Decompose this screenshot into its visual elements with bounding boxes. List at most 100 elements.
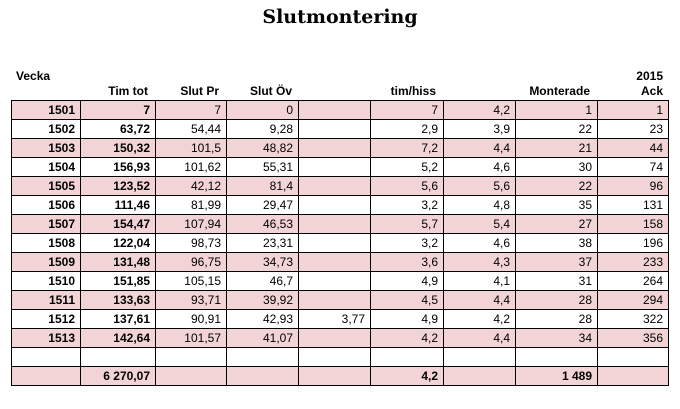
cell-slut-ov: 42,93	[226, 309, 299, 329]
table-row: 1509 131,48 96,75 34,73 3,6 4,3 37 233	[11, 252, 669, 272]
cell-c7: 4,6	[443, 233, 516, 253]
cell-slut-ov: 39,92	[226, 290, 299, 310]
blank-cell	[155, 347, 227, 367]
total-empty-cell	[226, 366, 299, 386]
cell-slut-pr: 107,94	[155, 214, 227, 234]
cell-slut-pr: 93,71	[155, 290, 227, 310]
cell-tim-tot: 111,46	[80, 195, 156, 215]
page-title: Slutmontering	[262, 6, 418, 28]
cell-tim-tot: 63,72	[80, 119, 156, 139]
cell-tim-tot: 142,64	[80, 328, 156, 348]
cell-slut-pr: 54,44	[155, 119, 227, 139]
cell-slut-ov: 41,07	[226, 328, 299, 348]
total-empty-cell	[443, 366, 516, 386]
cell-slut-ov: 46,7	[226, 271, 299, 291]
cell-c7: 3,9	[443, 119, 516, 139]
cell-slut-pr: 96,75	[155, 252, 227, 272]
cell-vecka: 1501	[11, 100, 81, 120]
total-empty-cell	[597, 366, 669, 386]
table-row: 1512 137,61 90,91 42,93 3,77 4,9 4,2 28 322	[11, 309, 669, 329]
cell-extra	[298, 271, 371, 291]
cell-tim-tot: 123,52	[80, 176, 156, 196]
cell-tim-hiss: 4,2	[370, 328, 444, 348]
cell-monterade: 28	[515, 290, 598, 310]
cell-monterade: 28	[515, 309, 598, 329]
cell-vecka: 1503	[11, 138, 81, 158]
cell-extra	[298, 119, 371, 139]
cell-ack: 233	[597, 252, 669, 272]
cell-tim-hiss: 2,9	[370, 119, 444, 139]
cell-ack: 74	[597, 157, 669, 177]
cell-slut-pr: 7	[155, 100, 227, 120]
cell-slut-pr: 101,62	[155, 157, 227, 177]
cell-c7: 5,6	[443, 176, 516, 196]
table-row: 1501 7 7 0 7 4,2 1 1	[11, 100, 669, 120]
cell-monterade: 22	[515, 176, 598, 196]
cell-slut-ov: 46,53	[226, 214, 299, 234]
cell-c7: 4,6	[443, 157, 516, 177]
blank-cell	[226, 347, 299, 367]
cell-extra: 3,77	[298, 309, 371, 329]
cell-vecka: 1510	[11, 271, 81, 291]
table-row: 1507 154,47 107,94 46,53 5,7 5,4 27 158	[11, 214, 669, 234]
total-tim-hiss: 4,2	[370, 366, 444, 386]
cell-ack: 158	[597, 214, 669, 234]
header-tim-tot: Tim tot	[108, 84, 148, 98]
table-row: 1508 122,04 98,73 23,31 3,2 4,6 38 196	[11, 233, 669, 253]
cell-slut-ov: 48,82	[226, 138, 299, 158]
cell-extra	[298, 157, 371, 177]
total-tim-tot: 6 270,07	[80, 366, 156, 386]
cell-vecka: 1504	[11, 157, 81, 177]
cell-slut-ov: 0	[226, 100, 299, 120]
cell-extra	[298, 214, 371, 234]
cell-ack: 294	[597, 290, 669, 310]
table-row: 1503 150,32 101,5 48,82 7,2 4,4 21 44	[11, 138, 669, 158]
cell-vecka: 1509	[11, 252, 81, 272]
cell-vecka: 1513	[11, 328, 81, 348]
cell-c7: 4,3	[443, 252, 516, 272]
cell-c7: 5,4	[443, 214, 516, 234]
cell-ack: 131	[597, 195, 669, 215]
blank-cell	[298, 347, 371, 367]
table-row: 1502 63,72 54,44 9,28 2,9 3,9 22 23	[11, 119, 669, 139]
cell-vecka: 1506	[11, 195, 81, 215]
cell-monterade: 1	[515, 100, 598, 120]
cell-monterade: 22	[515, 119, 598, 139]
cell-ack: 23	[597, 119, 669, 139]
cell-extra	[298, 233, 371, 253]
table-row: 1506 111,46 81,99 29,47 3,2 4,8 35 131	[11, 195, 669, 215]
cell-extra	[298, 195, 371, 215]
cell-tim-hiss: 4,9	[370, 309, 444, 329]
cell-tim-tot: 133,63	[80, 290, 156, 310]
blank-cell	[11, 347, 81, 367]
table-row: 1513 142,64 101,57 41,07 4,2 4,4 34 356	[11, 328, 669, 348]
cell-monterade: 37	[515, 252, 598, 272]
cell-tim-tot: 151,85	[80, 271, 156, 291]
cell-slut-pr: 105,15	[155, 271, 227, 291]
cell-tim-hiss: 4,9	[370, 271, 444, 291]
cell-tim-hiss: 7,2	[370, 138, 444, 158]
cell-tim-hiss: 3,2	[370, 233, 444, 253]
cell-c7: 4,2	[443, 100, 516, 120]
header-slut-pr: Slut Pr	[180, 84, 219, 98]
cell-slut-pr: 81,99	[155, 195, 227, 215]
cell-monterade: 35	[515, 195, 598, 215]
cell-slut-pr: 90,91	[155, 309, 227, 329]
table-row: 1504 156,93 101,62 55,31 5,2 4,6 30 74	[11, 157, 669, 177]
totals-row: 6 270,07 4,2 1 489	[11, 366, 669, 386]
cell-vecka: 1512	[11, 309, 81, 329]
cell-c7: 4,2	[443, 309, 516, 329]
cell-extra	[298, 176, 371, 196]
cell-tim-hiss: 5,6	[370, 176, 444, 196]
cell-c7: 4,4	[443, 138, 516, 158]
table-row: 1511 133,63 93,71 39,92 4,5 4,4 28 294	[11, 290, 669, 310]
cell-vecka: 1507	[11, 214, 81, 234]
cell-c7: 4,4	[443, 290, 516, 310]
blank-cell	[515, 347, 598, 367]
total-empty-cell	[298, 366, 371, 386]
cell-tim-hiss: 5,7	[370, 214, 444, 234]
total-monterade: 1 489	[515, 366, 598, 386]
table-row: 1505 123,52 42,12 81,4 5,6 5,6 22 96	[11, 176, 669, 196]
cell-slut-ov: 34,73	[226, 252, 299, 272]
total-empty-cell	[11, 366, 81, 386]
